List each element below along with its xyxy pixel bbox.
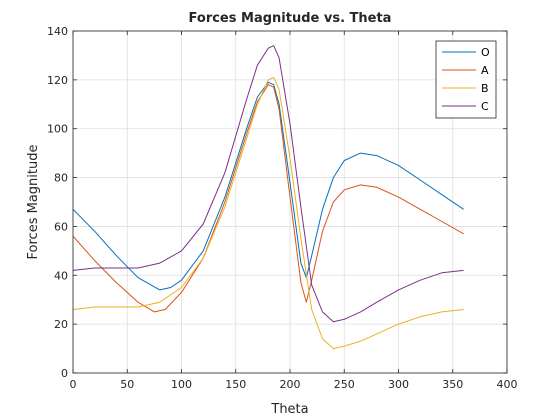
x-tick-label: 200 (280, 378, 301, 391)
y-tick-label: 100 (47, 123, 68, 136)
ticks (72, 30, 508, 374)
x-tick-label: 350 (442, 378, 463, 391)
y-tick-label: 20 (54, 318, 68, 331)
x-tick-label: 400 (497, 378, 518, 391)
chart-title: Forces Magnitude vs. Theta (189, 11, 392, 26)
series-line-O (72, 81, 464, 291)
y-tick-label: 40 (54, 269, 68, 282)
y-tick-label: 120 (47, 74, 68, 87)
y-axis-label: Forces Magnitude (26, 145, 41, 260)
y-tick-label: 140 (47, 25, 68, 38)
series-line-C (72, 45, 464, 323)
y-tick-label: 0 (61, 367, 68, 380)
series-line-A (72, 84, 464, 313)
legend-label-B: B (481, 82, 489, 95)
series-line-B (72, 76, 464, 350)
x-tick-label: 300 (388, 378, 409, 391)
x-tick-label: 250 (334, 378, 355, 391)
legend-label-A: A (481, 64, 489, 77)
x-tick-label: 150 (225, 378, 246, 391)
legend-box (435, 40, 497, 119)
x-tick-label: 0 (70, 378, 77, 391)
series-layer (72, 45, 464, 350)
y-tick-label: 80 (54, 172, 68, 185)
legend-label-C: C (481, 100, 489, 113)
x-tick-label: 50 (120, 378, 134, 391)
x-axis-label: Theta (270, 402, 308, 417)
y-tick-label: 60 (54, 220, 68, 233)
tick-labels: 0 50 100 150 200 250 300 350 400 0 20 40 60 80 100 120 1… (47, 25, 518, 391)
x-tick-label: 100 (171, 378, 192, 391)
legend-label-O: O (481, 46, 490, 59)
